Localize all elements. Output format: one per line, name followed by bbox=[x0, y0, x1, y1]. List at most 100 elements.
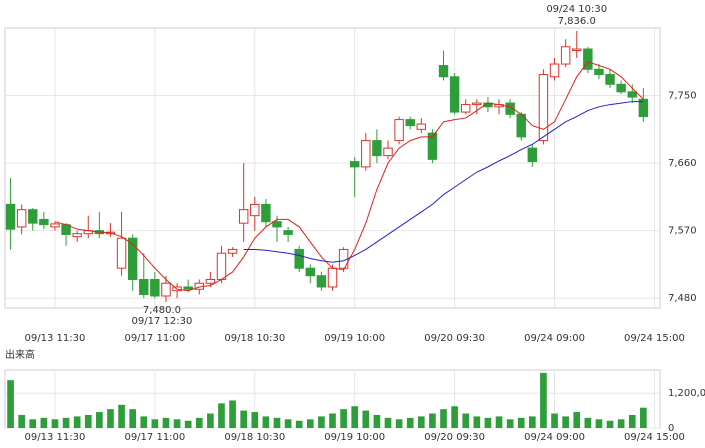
volume-title: 出来高 bbox=[5, 348, 35, 361]
volume-bar bbox=[395, 419, 403, 428]
candle-body bbox=[5, 203, 16, 230]
volume-bar bbox=[495, 416, 503, 428]
candle-body bbox=[549, 63, 560, 78]
volume-bar bbox=[306, 419, 314, 428]
candle-body bbox=[305, 267, 316, 277]
volume-bar bbox=[62, 417, 70, 428]
volume-bar bbox=[584, 417, 592, 428]
volume-bar bbox=[251, 412, 259, 428]
volume-bar bbox=[184, 420, 192, 428]
candle-body bbox=[261, 203, 271, 223]
volume-bar bbox=[373, 414, 381, 428]
volume-bar bbox=[7, 380, 14, 428]
volume-bar bbox=[173, 419, 181, 428]
volume-bar bbox=[617, 419, 625, 428]
volume-bar bbox=[473, 416, 481, 428]
candle-body bbox=[50, 223, 60, 228]
volume-bar bbox=[562, 416, 569, 428]
volume-bar bbox=[462, 413, 470, 428]
volume-bar bbox=[218, 403, 225, 428]
candle-body bbox=[527, 147, 538, 163]
volume-bar bbox=[506, 419, 514, 428]
candle-body bbox=[161, 282, 171, 297]
candle-body bbox=[461, 104, 471, 113]
volume-bar bbox=[417, 416, 425, 428]
x-tick-label: 09/13 11:30 bbox=[25, 333, 86, 344]
volume-bar bbox=[517, 417, 525, 428]
candle-body bbox=[272, 221, 282, 228]
candle-body bbox=[16, 209, 27, 228]
volume-bar bbox=[606, 420, 614, 428]
candle-body bbox=[327, 267, 338, 288]
volume-bar bbox=[240, 410, 248, 428]
candle-body bbox=[39, 218, 49, 226]
candle-body bbox=[405, 119, 415, 127]
volume-bar bbox=[551, 413, 558, 428]
volume-bar bbox=[573, 412, 581, 428]
volume-bar bbox=[273, 417, 281, 428]
candle-body bbox=[28, 209, 38, 224]
low-annotation: 7,480.0 bbox=[143, 305, 181, 316]
candle-body bbox=[372, 140, 382, 157]
volume-bar bbox=[329, 413, 336, 428]
volume-bar bbox=[595, 419, 603, 428]
volume-bar bbox=[529, 416, 536, 428]
ma-line bbox=[54, 61, 644, 292]
volume-bar bbox=[351, 406, 359, 428]
candle-body bbox=[560, 46, 571, 65]
candle-body bbox=[449, 76, 460, 113]
candle-body bbox=[583, 48, 593, 70]
volume-bar bbox=[18, 414, 25, 428]
volume-bar bbox=[73, 416, 81, 428]
volume-bar bbox=[362, 410, 370, 428]
x-tick-label: 09/20 09:30 bbox=[424, 333, 485, 344]
y-tick-label: 0 bbox=[668, 423, 674, 434]
candle-body bbox=[227, 248, 238, 254]
volume-bar bbox=[195, 417, 203, 428]
volume-bar bbox=[140, 416, 148, 428]
candle-body bbox=[150, 278, 160, 297]
candle-body bbox=[238, 209, 249, 224]
volume-bar bbox=[40, 417, 48, 428]
volume-bar bbox=[484, 417, 492, 428]
y-tick-label: 7,750 bbox=[668, 91, 697, 102]
volume-bar bbox=[118, 404, 125, 428]
volume-bar bbox=[440, 409, 447, 428]
candle-body bbox=[139, 278, 149, 295]
candle-body bbox=[361, 140, 371, 168]
volume-bar bbox=[318, 416, 325, 428]
volume-bar bbox=[340, 409, 347, 428]
ma-line bbox=[243, 101, 644, 263]
candle-body bbox=[72, 233, 82, 238]
candle-body bbox=[616, 83, 626, 93]
candle-body bbox=[427, 132, 438, 160]
volume-bar bbox=[96, 412, 103, 428]
volume-bar bbox=[129, 409, 136, 428]
volume-bar bbox=[229, 400, 236, 428]
candle-body bbox=[505, 102, 515, 115]
candle-body bbox=[594, 68, 604, 76]
high-annotation: 09/24 10:30 bbox=[546, 4, 607, 15]
candle-body bbox=[349, 161, 360, 168]
x-tick-label: 09/24 15:00 bbox=[624, 333, 685, 344]
volume-bar bbox=[384, 417, 392, 428]
x-tick-label: 09/20 09:30 bbox=[424, 432, 485, 443]
plot-frame bbox=[4, 27, 661, 309]
candle-body bbox=[283, 230, 293, 235]
volume-bar bbox=[640, 407, 647, 428]
x-tick-label: 09/24 09:00 bbox=[524, 432, 585, 443]
candle-body bbox=[394, 119, 404, 142]
y-tick-label: 7,480 bbox=[668, 293, 697, 304]
candle-body bbox=[205, 278, 216, 284]
candle-body bbox=[216, 252, 227, 280]
candle-body bbox=[472, 102, 482, 106]
candle-body bbox=[116, 237, 127, 269]
volume-bar bbox=[451, 406, 458, 428]
candle-body bbox=[127, 237, 138, 280]
candle-body bbox=[627, 91, 637, 98]
volume-bar bbox=[162, 417, 170, 428]
x-tick-label: 09/13 11:30 bbox=[25, 432, 86, 443]
x-tick-label: 09/24 09:00 bbox=[524, 333, 585, 344]
